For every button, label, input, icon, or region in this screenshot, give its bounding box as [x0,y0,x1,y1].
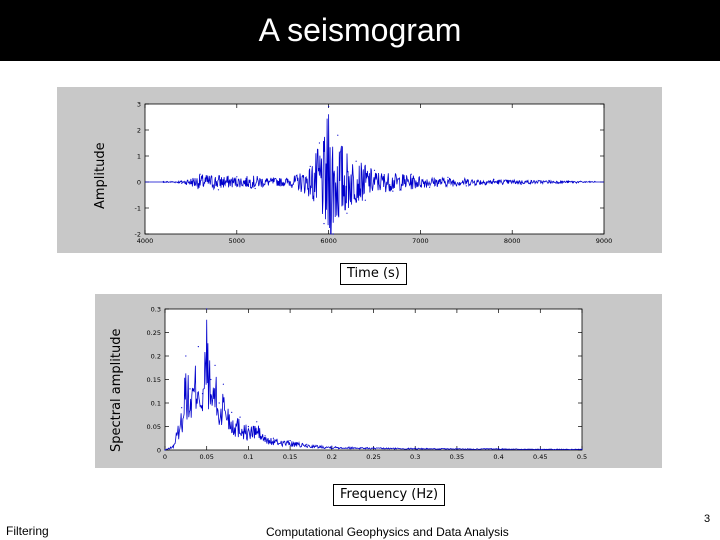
data-point [520,183,522,185]
data-point [199,173,201,175]
y-tick-label: 0.1 [151,400,161,408]
data-point [218,402,220,404]
data-point [306,443,308,445]
x-tick-label: 4000 [137,237,154,245]
data-point [539,448,541,450]
data-point [372,447,375,449]
seismogram-x-axis-label: Time (s) [340,263,407,285]
data-point [447,176,449,178]
data-point [239,416,241,418]
data-point [328,106,330,108]
x-tick-label: 0.3 [410,453,420,461]
data-point [185,355,187,357]
data-point [410,173,412,175]
data-point [414,447,416,449]
data-point [456,447,458,450]
y-tick-label: 2 [137,127,141,135]
x-tick-label: 9000 [596,237,613,245]
data-point [189,388,191,390]
x-tick-label: 0.2 [327,453,337,461]
data-point [264,435,266,437]
x-tick-label: 0.1 [243,453,253,461]
data-point [493,178,495,180]
data-point [201,393,204,395]
data-point [197,346,199,348]
x-tick-label: 0.05 [199,453,213,461]
data-point [465,185,467,187]
x-tick-label: 0.25 [366,453,380,461]
y-tick-label: -2 [135,231,141,239]
x-tick-label: 0.35 [450,453,464,461]
x-tick-label: 0.5 [577,453,587,461]
data-point [337,134,339,136]
plot-area [164,308,583,451]
seismogram-y-axis-label: Amplitude [93,142,108,209]
x-tick-label: 0.15 [283,453,297,461]
data-point [323,223,325,225]
data-point [247,425,249,428]
y-tick-label: 0.3 [151,306,161,314]
data-point [309,165,311,167]
data-point [254,187,256,190]
data-point [217,189,220,191]
spectrum-x-axis-label: Frequency (Hz) [333,484,446,506]
data-point [214,364,216,366]
data-trace [145,114,604,235]
data-point [256,421,258,423]
x-tick-label: 0.4 [493,453,503,461]
data-point [162,180,164,183]
x-tick-label: 7000 [412,237,429,245]
data-point [346,212,348,214]
data-point [222,383,224,385]
data-point [332,233,334,235]
spectrum-y-axis-label: Spectral amplitude [109,328,124,453]
y-tick-label: 0.2 [151,353,161,361]
data-point [231,411,233,413]
data-point [172,444,174,446]
data-point [272,177,275,179]
x-tick-label: 0 [163,453,167,461]
x-tick-label: 6000 [320,237,337,245]
data-point [498,447,500,450]
x-tick-label: 8000 [504,237,521,245]
footer-section-label: Filtering [6,524,49,538]
data-point [575,182,578,184]
data-point [181,407,183,409]
page-number: 3 [704,513,711,525]
plot-area [144,103,605,235]
data-point [164,449,166,451]
footer-course-title: Computational Geophysics and Data Analys… [266,525,509,539]
data-point [364,199,366,201]
y-tick-label: -1 [135,205,141,213]
y-tick-label: 0 [137,179,141,187]
data-point [594,180,596,183]
data-point [428,186,431,188]
data-point [181,182,183,184]
x-tick-label: 5000 [229,237,246,245]
data-point [331,445,333,447]
data-point [318,142,321,144]
y-tick-label: 0.15 [147,376,161,384]
y-tick-label: 0.25 [147,329,161,337]
data-point [373,169,376,171]
title-bar [0,0,720,61]
y-tick-label: 3 [137,101,141,109]
data-point [210,378,212,381]
data-point [291,186,293,188]
data-point [548,179,550,182]
data-point [289,440,291,442]
slide-title: A seismogram [258,12,462,48]
data-point [272,437,275,439]
data-point [581,448,583,450]
data-point [392,190,394,192]
data-point [236,176,238,178]
x-tick-label: 0.45 [533,453,547,461]
data-point [355,160,357,162]
y-tick-label: 1 [137,153,141,161]
y-tick-label: 0 [157,447,161,455]
data-point [206,308,208,310]
y-tick-label: 0.05 [147,423,161,431]
